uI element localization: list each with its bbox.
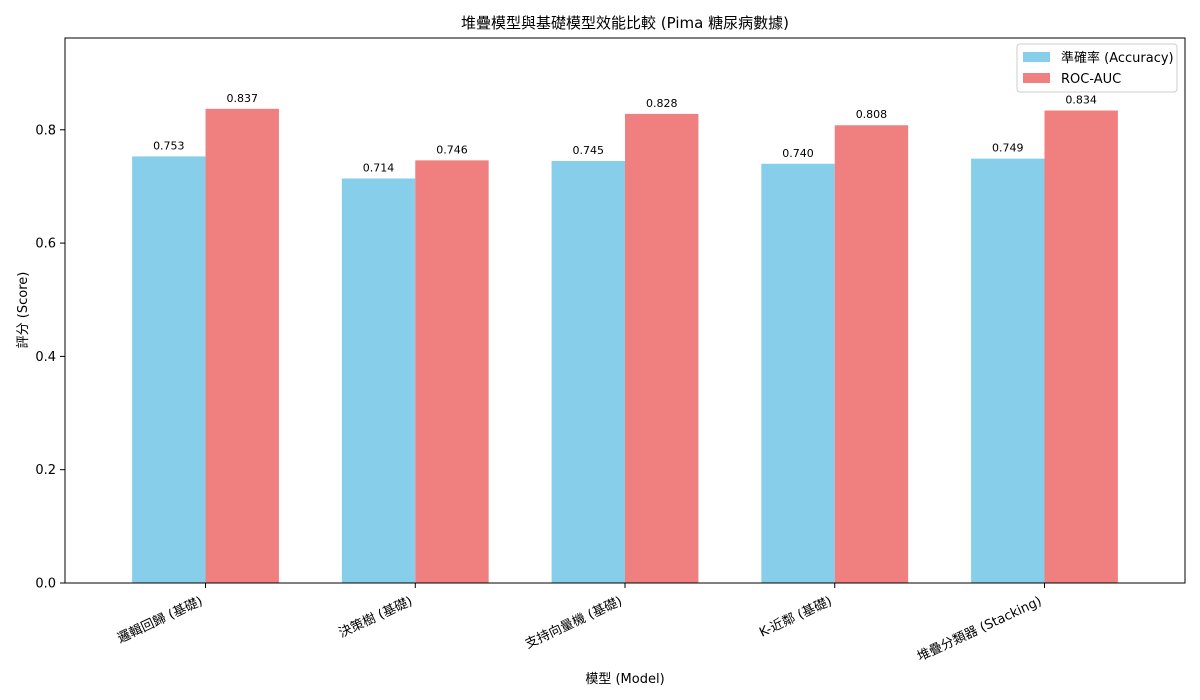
data-label: 0.745: [573, 144, 605, 157]
bar: [341, 178, 416, 583]
x-axis-title: 模型 (Model): [585, 672, 664, 687]
legend-box: [1016, 43, 1178, 93]
legend-swatch: [1023, 73, 1050, 83]
x-tick-label: 決策樹 (基礎): [336, 593, 415, 641]
y-tick-label: 0.8: [35, 123, 56, 138]
bar: [1044, 110, 1118, 583]
y-axis-title: 評分 (Score): [16, 272, 31, 349]
bar: [551, 160, 625, 583]
y-tick-label: 0.2: [35, 463, 56, 478]
legend-label: ROC-AUC: [1061, 72, 1121, 87]
chart-title: 堆疊模型與基礎模型效能比較 (Pima 糖尿病數據): [461, 14, 789, 32]
legend-swatch: [1023, 52, 1050, 62]
bar: [761, 163, 835, 583]
legend: 準確率 (Accuracy) ROC-AUC: [1016, 43, 1178, 93]
bar: [834, 125, 909, 583]
data-label: 0.834: [1065, 94, 1097, 107]
data-label: 0.828: [646, 97, 678, 110]
bar: [625, 113, 699, 583]
data-label: 0.753: [153, 139, 185, 152]
bar: [415, 160, 489, 583]
x-tick-label: K-近鄰 (基礎): [757, 594, 834, 641]
bar: [971, 158, 1045, 583]
data-label: 0.714: [363, 161, 395, 174]
data-label: 0.740: [782, 147, 814, 160]
data-label: 0.746: [436, 143, 468, 156]
legend-label: 準確率 (Accuracy): [1061, 50, 1174, 66]
y-tick-label: 0.4: [35, 350, 56, 365]
bar: [132, 156, 206, 584]
x-tick-label: 堆疊分類器 (Stacking): [915, 594, 1044, 665]
data-label: 0.749: [992, 142, 1024, 155]
x-tick-label: 邏輯回歸 (基礎): [115, 594, 205, 647]
data-label: 0.808: [856, 108, 888, 121]
y-tick-label: 0.6: [35, 237, 56, 252]
plot-frame: [64, 37, 1186, 584]
x-tick-label: 支持向量機 (基礎): [523, 593, 625, 652]
data-label: 0.837: [226, 92, 258, 105]
bars-layer: 0.753 0.837 0.714 0.746 0.745 0.828 0.740 0.808…: [132, 92, 1118, 584]
y-tick-label: 0.0: [35, 577, 56, 592]
bar: [205, 108, 279, 583]
